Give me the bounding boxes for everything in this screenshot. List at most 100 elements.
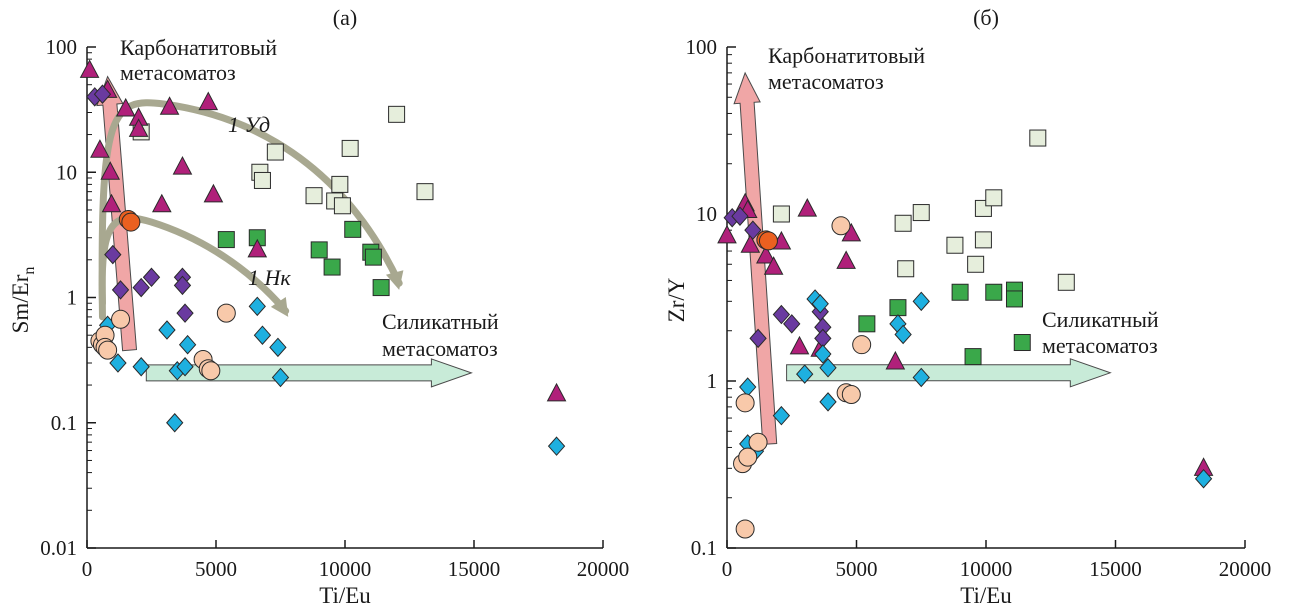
data-point-diamond	[814, 344, 832, 364]
data-point-square	[894, 214, 912, 232]
silicate-label: метасоматоз	[1042, 333, 1158, 358]
data-point-square	[1005, 290, 1023, 308]
carbonatite-label: Карбонатитовый	[768, 43, 925, 68]
data-point-diamond	[132, 356, 150, 377]
data-point-square	[364, 248, 382, 266]
data-point-diamond	[104, 244, 122, 265]
trend-label: 1 Уд	[228, 112, 270, 137]
x-axis-title: Ti/Eu	[319, 583, 371, 608]
data-point-square	[1029, 129, 1047, 147]
data-point-diamond	[783, 314, 801, 334]
data-point-circle	[738, 447, 758, 467]
data-point-square	[985, 189, 1003, 207]
data-point-diamond	[176, 303, 194, 323]
data-point-triangle	[756, 244, 776, 264]
x-tick-label: 0	[82, 557, 93, 581]
y-axis-title: Sm/Ern	[8, 267, 38, 334]
data-point-square	[416, 183, 434, 201]
annotations: КарбонатитовыйметасоматозСиликатныйметас…	[768, 43, 1159, 358]
carbonatite-label: Карбонатитовый	[120, 35, 277, 60]
data-point-square	[985, 283, 1003, 301]
data-point-diamond	[1194, 468, 1213, 489]
data-point-triangle	[115, 97, 136, 117]
data-point-circle	[852, 335, 872, 355]
silicate-label: Силикатный	[382, 309, 499, 334]
data-point-square	[388, 105, 406, 123]
trend-arrow-1nk	[98, 214, 290, 317]
y-tick-label: 0.01	[40, 536, 77, 560]
data-point-triangle	[247, 238, 268, 258]
data-point-circle	[201, 361, 221, 381]
data-point-diamond	[176, 356, 194, 377]
data-point-diamond	[158, 320, 176, 340]
data-point-triangle	[836, 250, 856, 269]
x-tick-label: 0	[722, 557, 733, 581]
x-tick-label: 20000	[577, 557, 630, 581]
metasomatism-arrows	[733, 71, 1112, 445]
data-point-square	[253, 171, 271, 189]
data-point-square	[772, 205, 790, 223]
data-point-square	[323, 258, 341, 276]
data-point-diamond	[547, 436, 566, 456]
x-tick-label: 10000	[960, 557, 1013, 581]
x-tick-label: 15000	[448, 557, 501, 581]
data-point-diamond	[178, 334, 197, 355]
data-point-square	[1013, 334, 1031, 352]
y-tick-label: 1	[67, 286, 78, 310]
data-point-circle	[216, 303, 236, 323]
data-point-square	[964, 348, 982, 366]
data-point-triangle	[789, 335, 810, 355]
silicate-label: Силикатный	[1042, 307, 1159, 332]
y-axis-title-main: Zr/Y	[664, 277, 689, 322]
carbonatite-label: метасоматоз	[768, 69, 884, 94]
carbonatite-arrow	[733, 71, 778, 445]
silicate-arrow	[145, 358, 473, 388]
data-point-diamond	[173, 275, 192, 296]
data-point-triangle	[100, 161, 121, 180]
data-point-triangle	[79, 59, 100, 78]
axes: 0 5000 10000 15000 20000 0.01 0.1 1 10 100	[40, 35, 629, 581]
data-point-diamond	[811, 294, 829, 314]
silicate-arrow	[786, 358, 1112, 388]
y-axis-title-subscript: n	[21, 267, 38, 275]
annotations: КарбонатитовыйметасоматозСиликатныйметас…	[120, 35, 499, 361]
data-point-square	[951, 283, 969, 301]
data-point-diamond	[248, 296, 266, 317]
data-point-triangle	[740, 234, 761, 253]
data-point-square	[1057, 273, 1075, 291]
y-tick-label: 100	[46, 35, 78, 59]
x-tick-label: 5000	[836, 557, 878, 581]
y-axis-title-main: Sm/Er	[8, 274, 33, 333]
data-points	[717, 129, 1214, 539]
data-point-square	[897, 260, 915, 278]
data-point-triangle	[90, 139, 110, 158]
x-axis-title: Ti/Eu	[960, 583, 1012, 608]
data-point-diamond	[253, 325, 272, 345]
data-point-diamond	[731, 206, 749, 226]
x-tick-label: 20000	[1219, 557, 1272, 581]
data-point-triangle	[797, 198, 818, 217]
data-point-square	[912, 204, 930, 222]
data-point-diamond	[796, 364, 814, 384]
data-point-triangle	[198, 91, 219, 111]
data-point-circle	[98, 340, 118, 360]
y-tick-label: 100	[686, 35, 718, 59]
data-point-triangle	[151, 193, 172, 213]
data-point-diamond	[772, 405, 791, 426]
panel-label: (б)	[973, 5, 999, 30]
trend-arrow-1ud	[98, 99, 404, 321]
data-point-diamond	[819, 392, 837, 412]
y-tick-label: 10	[696, 202, 717, 226]
data-point-diamond	[269, 337, 287, 358]
metasomatism-arrows	[96, 75, 473, 388]
data-point-triangle	[101, 193, 122, 213]
data-point-circle	[121, 212, 141, 232]
data-point-diamond	[132, 277, 150, 298]
data-point-circle	[831, 216, 851, 236]
data-point-circle	[758, 231, 778, 251]
silicate-label: метасоматоз	[382, 336, 498, 361]
data-point-diamond	[744, 220, 762, 240]
data-point-diamond	[912, 367, 930, 388]
data-point-diamond	[912, 291, 930, 312]
